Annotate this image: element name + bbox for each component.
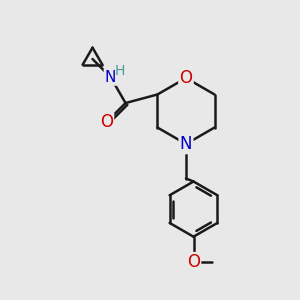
Text: H: H: [114, 64, 125, 78]
Text: O: O: [100, 113, 113, 131]
Text: N: N: [180, 135, 192, 153]
Text: N: N: [105, 70, 116, 85]
Text: O: O: [187, 253, 200, 271]
Text: O: O: [179, 69, 193, 87]
